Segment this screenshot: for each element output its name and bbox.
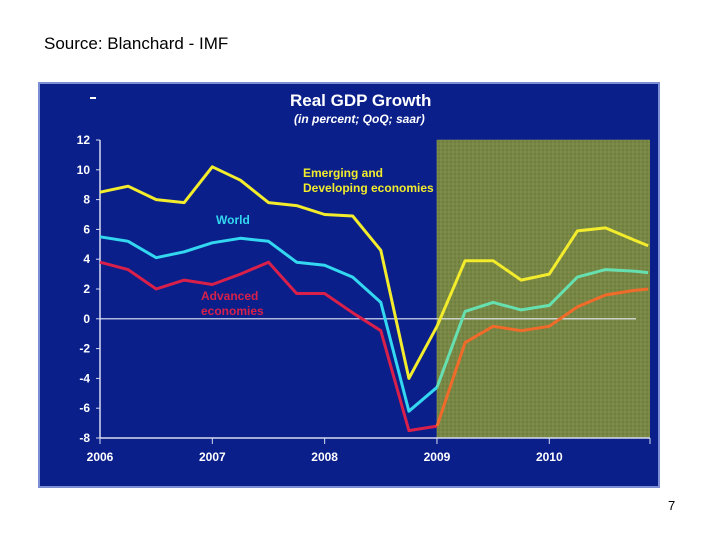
- y-tick-label: 12: [77, 133, 91, 147]
- page-number: 7: [668, 498, 676, 513]
- y-tick-label: 8: [83, 193, 90, 207]
- x-tick-label: 2010: [536, 450, 563, 464]
- y-tick-label: 0: [83, 312, 90, 326]
- series-line-0: [99, 165, 439, 380]
- series-forecast-line-2: [435, 287, 649, 427]
- series-line-1: [99, 235, 438, 413]
- series-label: Emerging and: [303, 166, 383, 180]
- chart-subtitle: (in percent; QoQ; saar): [294, 112, 425, 126]
- forecast-region: [436, 140, 650, 438]
- y-tick-label: -4: [79, 371, 90, 385]
- x-tick-label: 2008: [311, 450, 338, 464]
- series-label: economies: [201, 304, 264, 318]
- series-label: Advanced: [201, 289, 258, 303]
- gdp-growth-chart: Real GDP Growth (in percent; QoQ; saar) 12…: [38, 82, 660, 488]
- y-tick-label: 2: [83, 282, 90, 296]
- x-tick-label: 2007: [199, 450, 226, 464]
- chart-border: [38, 82, 660, 488]
- series-forecast-line-0: [435, 226, 649, 327]
- series-label: Developing economies: [303, 181, 434, 195]
- source-note: Source: Blanchard - IMF: [44, 34, 229, 53]
- y-tick-label: -6: [79, 401, 90, 415]
- y-tick-label: 6: [83, 222, 90, 236]
- y-tick-label: -8: [79, 431, 90, 445]
- y-tick-label: 10: [77, 163, 91, 177]
- series-forecast-line-1: [435, 268, 649, 388]
- x-tick-label: 2009: [424, 450, 451, 464]
- y-tick-label: -2: [79, 342, 90, 356]
- chart-svg: Real GDP Growth (in percent; QoQ; saar) 12…: [38, 82, 660, 488]
- y-tick-label: 4: [83, 252, 90, 266]
- x-tick-label: 2006: [87, 450, 114, 464]
- chart-title: Real GDP Growth: [290, 91, 431, 110]
- series-line-2: [99, 260, 438, 433]
- series-label: World: [216, 213, 250, 227]
